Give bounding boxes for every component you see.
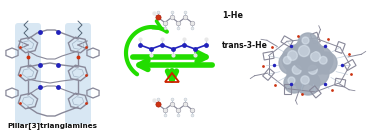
Circle shape xyxy=(311,52,321,61)
Circle shape xyxy=(298,45,310,57)
Circle shape xyxy=(302,37,309,44)
Text: trans-3-He: trans-3-He xyxy=(222,41,268,51)
Circle shape xyxy=(292,39,324,71)
Circle shape xyxy=(301,76,309,84)
Circle shape xyxy=(308,65,317,74)
Circle shape xyxy=(279,52,301,74)
Circle shape xyxy=(303,60,329,86)
Circle shape xyxy=(315,52,337,74)
Circle shape xyxy=(284,73,304,93)
Text: Pillar[3]trianglamines: Pillar[3]trianglamines xyxy=(7,122,97,129)
Circle shape xyxy=(305,46,333,74)
FancyBboxPatch shape xyxy=(65,23,91,124)
Text: 1-He: 1-He xyxy=(222,11,243,20)
FancyBboxPatch shape xyxy=(15,23,41,124)
Circle shape xyxy=(288,51,297,60)
Circle shape xyxy=(288,77,295,84)
Circle shape xyxy=(287,60,313,86)
Circle shape xyxy=(319,56,327,64)
Circle shape xyxy=(284,56,291,64)
Circle shape xyxy=(292,65,301,74)
Circle shape xyxy=(282,45,310,73)
Circle shape xyxy=(296,71,320,95)
Circle shape xyxy=(298,33,318,53)
